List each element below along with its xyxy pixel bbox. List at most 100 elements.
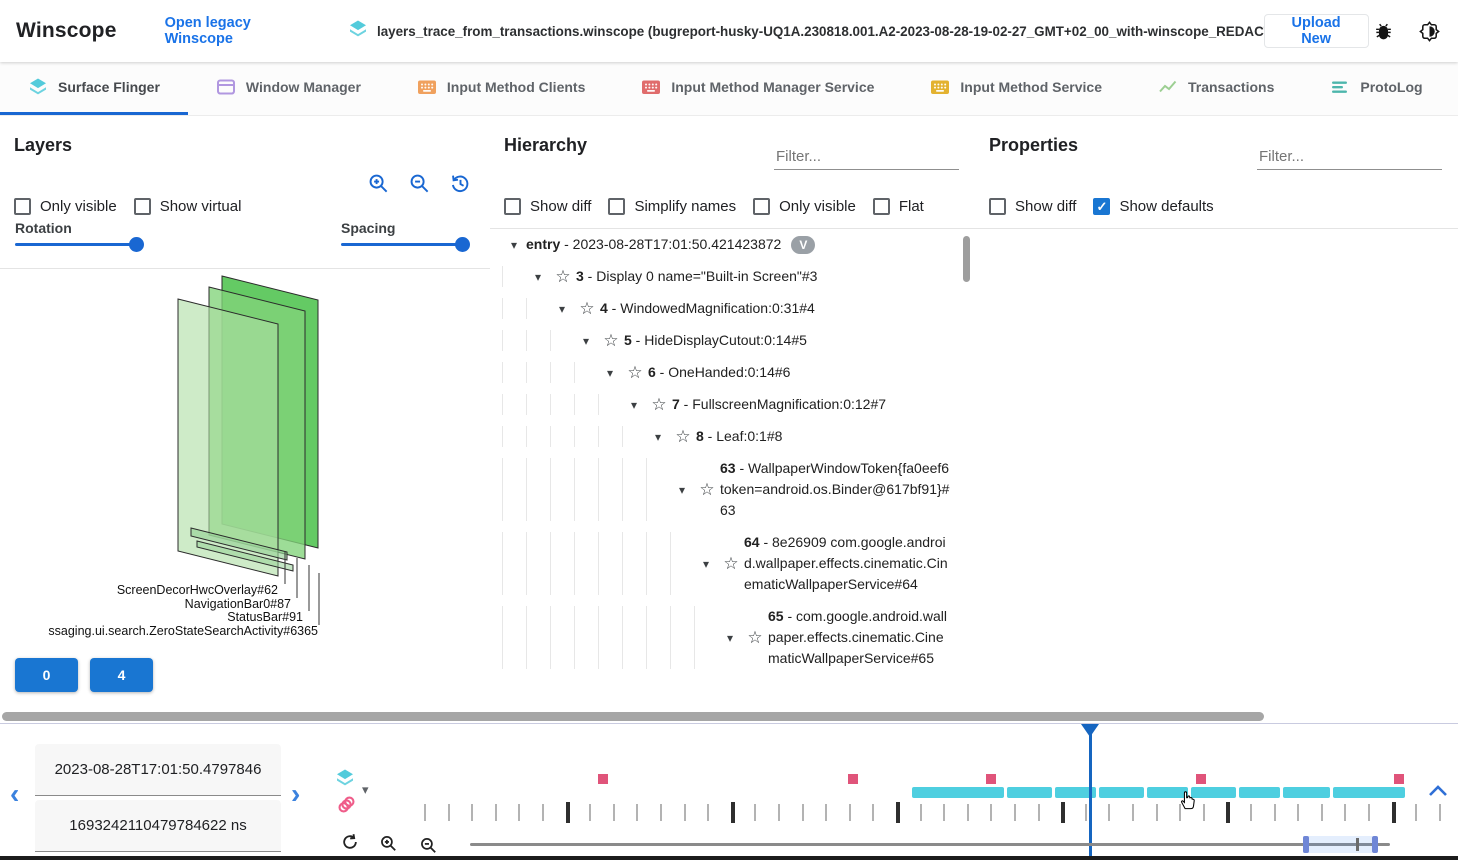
unchecked-checkbox-icon[interactable] [504, 198, 521, 215]
spacing-track[interactable] [341, 237, 470, 252]
sf-trace-segment[interactable] [1191, 787, 1236, 798]
tree-node-5[interactable]: ▾ ☆ 5 - HideDisplayCutout:0:14#5 [502, 330, 954, 351]
prev-entry-button[interactable]: ‹ [10, 778, 20, 809]
layer-rect-front[interactable] [177, 298, 279, 577]
range-handle-left[interactable] [1303, 836, 1309, 853]
layer-strip-1[interactable] [190, 527, 288, 561]
checkbox-only-visible[interactable]: Only visible [753, 198, 856, 215]
checked-checkbox-icon[interactable]: ✓ [1093, 198, 1111, 215]
spacing-thumb[interactable] [455, 237, 470, 252]
unchecked-checkbox-icon[interactable] [989, 198, 1006, 215]
collapse-arrow-icon[interactable]: ▾ [534, 269, 542, 284]
collapse-arrow-icon[interactable]: ▾ [558, 301, 566, 316]
rects-page-button-0[interactable]: 0 [15, 658, 78, 692]
spacing-slider[interactable]: Spacing [341, 220, 470, 252]
checkbox-show-diff[interactable]: Show diff [504, 198, 591, 215]
pin-star-icon[interactable]: ☆ [747, 627, 763, 647]
tree-node-65[interactable]: ▾ ☆ 65 - com.google.android.wallpaper.effe… [502, 606, 954, 669]
pin-star-icon[interactable]: ☆ [675, 426, 691, 446]
pin-star-icon[interactable]: ☆ [603, 330, 619, 350]
tab-protolog[interactable]: ProtoLog [1302, 62, 1450, 115]
unchecked-checkbox-icon[interactable] [133, 198, 151, 215]
collapse-arrow-icon[interactable]: ▾ [678, 482, 686, 497]
sf-trace-segment[interactable] [1099, 787, 1144, 798]
zoom-in-icon[interactable] [379, 834, 398, 853]
tree-node-8[interactable]: ▾ ☆ 8 - Leaf:0:1#8 [502, 426, 954, 447]
checkbox-show-diff[interactable]: Show diff [989, 198, 1076, 215]
sf-trace-segment[interactable] [1055, 787, 1096, 798]
layer-strip-2[interactable] [196, 540, 294, 572]
timeline-cursor-head[interactable] [1081, 724, 1099, 737]
rotation-slider[interactable]: Rotation [15, 220, 144, 252]
open-legacy-link[interactable]: Open legacy Winscope [164, 15, 251, 47]
properties-filter-input[interactable] [1257, 146, 1442, 170]
layers-3d-view[interactable] [0, 268, 490, 668]
pin-star-icon[interactable]: ☆ [579, 298, 595, 318]
horizontal-scrollbar-thumb[interactable] [2, 712, 1264, 721]
transition-marker[interactable] [1394, 774, 1404, 784]
unchecked-checkbox-icon[interactable] [872, 198, 890, 215]
rings-icon[interactable] [336, 794, 357, 815]
tree-node-3[interactable]: ▾ ☆ 3 - Display 0 name="Built-in Screen"#3 [502, 266, 954, 287]
unchecked-checkbox-icon[interactable] [14, 198, 31, 215]
pin-star-icon[interactable]: ☆ [723, 553, 739, 573]
tree-node-64[interactable]: ▾ ☆ 64 - 8e26909 com.google.android.wallpa… [502, 532, 954, 595]
tree-node-entry[interactable]: ▾ entry - 2023-08-28T17:01:50.421423872 V [502, 234, 954, 255]
collapse-arrow-icon[interactable]: ▾ [702, 556, 710, 571]
pin-star-icon[interactable]: ☆ [555, 266, 571, 286]
ns-time-input[interactable]: 1693242110479784622 ns [35, 800, 281, 852]
bug-report-icon[interactable] [1369, 16, 1398, 46]
expand-timeline-icon[interactable] [1428, 784, 1448, 802]
tab-transitions[interactable]: Transitions [1451, 62, 1458, 115]
tab-input-method-manager-service[interactable]: Input Method Manager Service [613, 62, 902, 115]
checkbox-show-virtual[interactable]: Show virtual [133, 198, 241, 215]
upload-new-button[interactable]: Upload New [1263, 14, 1369, 48]
tab-surface-flinger[interactable]: Surface Flinger [0, 62, 188, 115]
tree-node-7[interactable]: ▾ ☆ 7 - FullscreenMagnification:0:12#7 [502, 394, 954, 415]
range-slider-line[interactable] [470, 843, 1390, 846]
tree-node-4[interactable]: ▾ ☆ 4 - WindowedMagnification:0:31#4 [502, 298, 954, 319]
checkbox-only-visible[interactable]: Only visible [14, 198, 117, 215]
tab-input-method-clients[interactable]: Input Method Clients [389, 62, 613, 115]
zoom-out-icon[interactable] [408, 172, 431, 200]
collapse-arrow-icon[interactable]: ▾ [654, 429, 662, 444]
checkbox-show-defaults[interactable]: ✓ Show defaults [1093, 198, 1214, 215]
tab-transactions[interactable]: Transactions [1130, 62, 1302, 115]
chevron-down-icon[interactable]: ▾ [362, 782, 369, 797]
horizontal-scrollbar-track[interactable] [0, 710, 1458, 724]
checkbox-flat[interactable]: Flat [872, 198, 924, 215]
unchecked-checkbox-icon[interactable] [608, 198, 626, 215]
rotation-track[interactable] [15, 237, 144, 252]
tab-window-manager[interactable]: Window Manager [188, 62, 389, 115]
sf-trace-segment[interactable] [1007, 787, 1052, 798]
tree-node-63[interactable]: ▾ ☆ 63 - WallpaperWindowToken{fa0eef6 toke… [502, 458, 954, 521]
hierarchy-filter-input[interactable] [774, 146, 959, 170]
hierarchy-scrollbar[interactable] [963, 236, 970, 282]
collapse-arrow-icon[interactable]: ▾ [510, 237, 518, 252]
sf-trace-segment[interactable] [912, 787, 1004, 798]
tree-node-6[interactable]: ▾ ☆ 6 - OneHanded:0:14#6 [502, 362, 954, 383]
rotation-thumb[interactable] [129, 237, 144, 252]
rects-page-button-4[interactable]: 4 [90, 658, 153, 692]
collapse-arrow-icon[interactable]: ▾ [606, 365, 614, 380]
collapse-arrow-icon[interactable]: ▾ [582, 333, 590, 348]
theme-toggle-icon[interactable] [1415, 16, 1444, 46]
unchecked-checkbox-icon[interactable] [753, 198, 771, 215]
zoom-in-icon[interactable] [367, 172, 390, 200]
checkbox-simplify-names[interactable]: Simplify names [608, 198, 736, 215]
transition-marker[interactable] [986, 774, 996, 784]
sf-trace-segment[interactable] [1283, 787, 1330, 798]
sf-trace-segment[interactable] [1239, 787, 1280, 798]
pin-star-icon[interactable]: ☆ [651, 394, 667, 414]
transition-marker[interactable] [598, 774, 608, 784]
range-handle-right[interactable] [1372, 836, 1378, 853]
refresh-icon[interactable] [340, 832, 360, 852]
zoom-out-icon[interactable] [419, 836, 438, 855]
restore-view-icon[interactable] [449, 172, 472, 200]
range-selected-region[interactable] [1303, 836, 1372, 853]
human-time-input[interactable]: 2023-08-28T17:01:50.4797846 [35, 744, 281, 796]
collapse-arrow-icon[interactable]: ▾ [630, 397, 638, 412]
sf-trace-segment[interactable] [1147, 787, 1188, 798]
sf-trace-segment[interactable] [1333, 787, 1405, 798]
pin-star-icon[interactable]: ☆ [627, 362, 643, 382]
